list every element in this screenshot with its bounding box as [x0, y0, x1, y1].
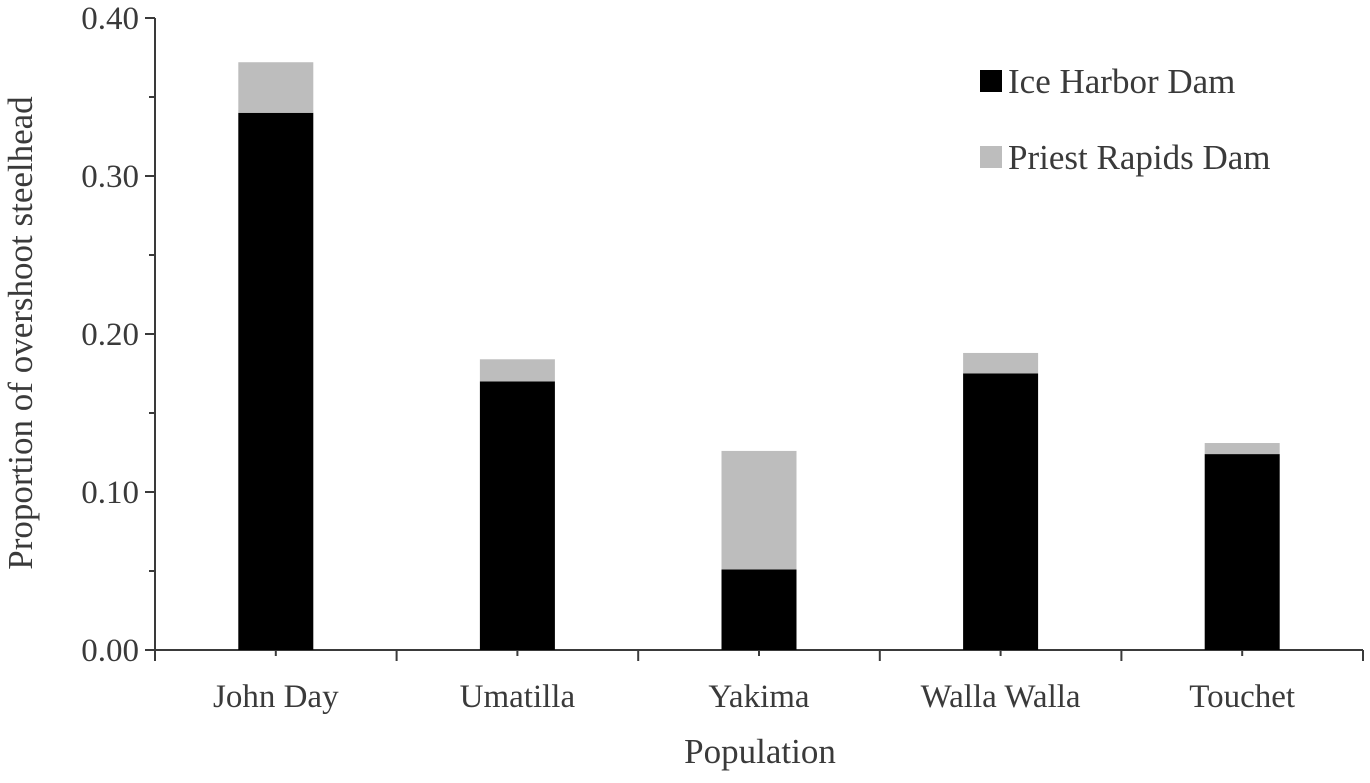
x-tick-label: Yakima — [708, 679, 810, 715]
bar-segment-ice-harbor — [238, 112, 314, 651]
bar-segment-ice-harbor — [1204, 454, 1280, 650]
x-tick-label: John Day — [213, 679, 339, 715]
x-tick-label: Touchet — [1189, 679, 1295, 715]
bar-segment-priest-rapids — [238, 62, 314, 113]
bar-segment-priest-rapids — [963, 352, 1039, 374]
bar-segment-priest-rapids — [1204, 443, 1280, 455]
x-axis-title: Population — [684, 732, 836, 771]
legend: Ice Harbor Dam Priest Rapids Dam — [980, 62, 1270, 177]
bars — [238, 62, 1280, 651]
bar-segment-ice-harbor — [963, 373, 1039, 650]
x-tick-label: Umatilla — [460, 679, 576, 715]
legend-label: Ice Harbor Dam — [1008, 62, 1235, 101]
legend-swatch — [980, 146, 1002, 168]
y-tick-label: 0.40 — [81, 1, 139, 37]
bar-segment-priest-rapids — [479, 359, 555, 382]
axes — [145, 17, 1364, 661]
x-tick-label: Walla Walla — [921, 679, 1081, 715]
y-tick-label: 0.10 — [81, 475, 139, 511]
y-axis-title: Proportion of overshoot steelhead — [1, 96, 40, 570]
bar-segment-priest-rapids — [721, 450, 797, 570]
y-tick-label: 0.00 — [81, 633, 139, 669]
legend-label: Priest Rapids Dam — [1008, 138, 1270, 177]
bar-segment-ice-harbor — [721, 569, 797, 650]
legend-swatch — [980, 70, 1002, 92]
y-tick-label: 0.20 — [81, 317, 139, 353]
y-tick-label: 0.30 — [81, 159, 139, 195]
tick-labels: 0.00 0.10 0.20 0.30 0.40 John Day Umatilla Yaki… — [81, 1, 1295, 715]
bar-segment-ice-harbor — [479, 381, 555, 650]
